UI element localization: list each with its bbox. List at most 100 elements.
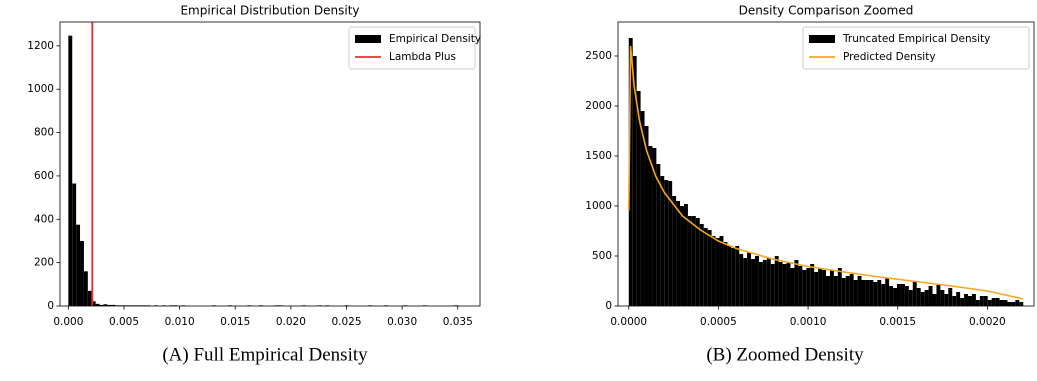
histogram-bar <box>735 246 740 306</box>
histogram-bar <box>751 259 755 306</box>
legend-box <box>802 26 1030 70</box>
histogram-bar <box>632 56 637 306</box>
histogram-bar <box>731 248 736 306</box>
line <box>627 45 1024 300</box>
histogram-bar <box>885 278 890 306</box>
histogram-bar <box>83 271 88 306</box>
histogram-bar <box>818 268 823 306</box>
histogram-bar <box>861 280 866 306</box>
histogram-bar <box>762 260 767 306</box>
y-tick-label: 1500 <box>585 150 612 162</box>
histogram-bar <box>715 238 720 306</box>
histogram-bar <box>810 264 815 306</box>
histogram-bar <box>770 264 775 306</box>
caption: (A) Full Empirical Density <box>162 344 368 365</box>
histogram-bar <box>672 196 677 306</box>
histogram-bar <box>924 290 929 306</box>
x-tick-label: 0.030 <box>387 316 417 328</box>
histogram-bar <box>1011 302 1016 306</box>
histogram-bar <box>841 278 846 306</box>
histogram-bar <box>794 260 799 306</box>
histogram-bar <box>853 280 858 306</box>
histogram-bar <box>111 304 116 306</box>
x-tick-label: 0.025 <box>331 316 361 328</box>
histogram-bar <box>983 296 988 306</box>
x-tick-label: 0.010 <box>165 316 195 328</box>
x-tick-label: 0.015 <box>220 316 250 328</box>
histogram-bar <box>80 240 84 306</box>
histogram-bar <box>739 254 744 306</box>
histogram-bar <box>960 298 965 306</box>
histogram-bar <box>107 304 112 306</box>
legend-swatch <box>809 35 835 43</box>
histogram-bar <box>912 282 917 306</box>
histogram-bar <box>971 294 976 306</box>
y-tick-label: 1000 <box>27 83 54 95</box>
histogram-bar <box>683 204 688 306</box>
histogram-bar <box>829 270 834 306</box>
histogram-bar <box>932 294 937 306</box>
histogram-bar <box>877 280 882 306</box>
histogram-bar <box>849 274 854 306</box>
histogram-bar <box>87 290 92 306</box>
histogram-bar <box>687 216 692 306</box>
legend-label: Empirical Density <box>389 33 481 45</box>
histogram-bar <box>904 286 909 306</box>
y-tick-label: 0 <box>47 300 54 312</box>
y-tick-label: 2500 <box>585 50 612 62</box>
histogram-bar <box>893 288 898 306</box>
histogram-bar <box>691 216 696 306</box>
histogram-bar <box>676 201 681 306</box>
histogram-bar <box>711 236 716 306</box>
histogram-bar <box>881 284 886 306</box>
histogram-bar <box>790 268 795 306</box>
histogram-bar <box>76 224 81 306</box>
histogram-bar <box>699 224 704 306</box>
histogram-bar <box>644 126 649 306</box>
histogram-bar <box>707 230 712 306</box>
y-tick-label: 400 <box>34 213 54 225</box>
histogram-bar <box>889 286 894 306</box>
x-tick-label: 0.0010 <box>790 316 827 328</box>
x-tick-label: 0.000 <box>53 316 83 328</box>
histogram-bar <box>948 288 953 306</box>
histogram-bar <box>72 183 77 306</box>
histogram-bar <box>869 280 874 306</box>
histogram-bar <box>991 298 996 306</box>
histogram-bar <box>786 262 791 306</box>
histogram-bar <box>940 290 945 306</box>
histogram-bar <box>979 296 984 306</box>
caption: (B) Zoomed Density <box>706 344 864 365</box>
histogram-bar <box>837 268 842 306</box>
histogram-bar <box>802 270 807 306</box>
histogram-bar <box>999 300 1004 306</box>
histogram-bar <box>628 38 633 306</box>
histogram-bar <box>68 35 73 306</box>
histogram-bar <box>778 262 783 306</box>
x-tick-label: 0.020 <box>276 316 306 328</box>
plot-frame <box>617 21 1035 307</box>
histogram-bar <box>719 236 724 306</box>
histogram-bar <box>743 258 748 306</box>
x-tick-label: 0.035 <box>443 316 473 328</box>
y-tick-label: 500 <box>592 250 612 262</box>
histogram-bar <box>897 284 901 306</box>
legend-label: Truncated Empirical Density <box>842 33 990 45</box>
legend-label: Lambda Plus <box>389 51 456 63</box>
chart-title: Density Comparison Zoomed <box>739 4 914 18</box>
histogram-bar <box>99 304 104 306</box>
histogram-bar <box>754 256 759 306</box>
y-tick-label: 600 <box>34 170 54 182</box>
histogram-bar <box>826 276 830 306</box>
histogram-bar <box>865 280 870 306</box>
y-tick-label: 200 <box>34 257 54 269</box>
histogram-bar <box>636 91 641 306</box>
y-tick-label: 1000 <box>585 200 612 212</box>
histogram-bar <box>758 262 763 306</box>
histogram-bar <box>680 206 684 306</box>
histogram-bar <box>968 296 972 306</box>
histogram-bar <box>1019 302 1024 306</box>
x-tick-label: 0.0005 <box>700 316 737 328</box>
